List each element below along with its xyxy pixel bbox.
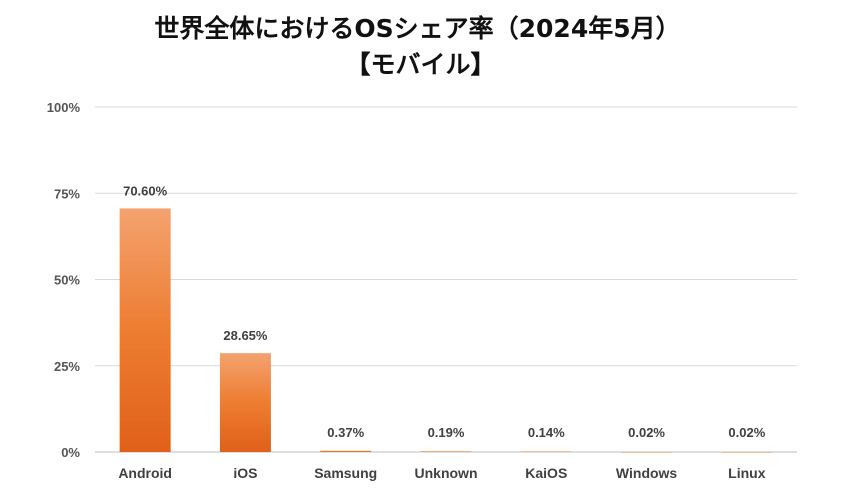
x-tick-label: Unknown (415, 465, 478, 481)
bar-samsung (320, 450, 372, 452)
x-tick-label: KaiOS (525, 465, 567, 481)
chart-title: 世界全体におけるOSシェア率（2024年5月） (154, 14, 681, 43)
bar-windows (621, 451, 673, 453)
x-tick-label: Windows (616, 465, 678, 481)
gridlines (95, 106, 797, 453)
x-tick-label: iOS (233, 465, 257, 481)
y-tick-label: 25% (54, 359, 80, 374)
x-axis: Android iOS Samsung Unknown KaiOS Windows Linu… (118, 465, 765, 481)
bar-ios (219, 353, 271, 452)
x-tick-label: Samsung (314, 465, 377, 481)
y-tick-label: 75% (54, 186, 80, 201)
data-labels: 70.60% 28.65% 0.37% 0.19% 0.14% 0.02% 0.02% (123, 183, 766, 440)
data-label: 28.65% (223, 328, 268, 343)
data-label: 0.14% (528, 425, 565, 440)
bar-kaios (520, 451, 572, 453)
data-label: 70.60% (123, 183, 168, 198)
x-tick-label: Android (118, 465, 172, 481)
data-label: 0.37% (327, 425, 364, 440)
y-tick-label: 50% (54, 273, 80, 288)
y-tick-label: 100% (47, 100, 81, 115)
data-label: 0.02% (728, 425, 765, 440)
bar-unknown (420, 451, 472, 452)
bars (119, 208, 773, 453)
chart-subtitle: 【モバイル】 (345, 50, 496, 79)
bar-android (119, 208, 171, 452)
y-axis: 0% 25% 50% 75% 100% (47, 100, 81, 460)
data-label: 0.19% (428, 425, 465, 440)
data-label: 0.02% (628, 425, 665, 440)
bar-linux (721, 451, 773, 453)
x-tick-label: Linux (728, 465, 766, 481)
y-tick-label: 0% (61, 445, 80, 460)
